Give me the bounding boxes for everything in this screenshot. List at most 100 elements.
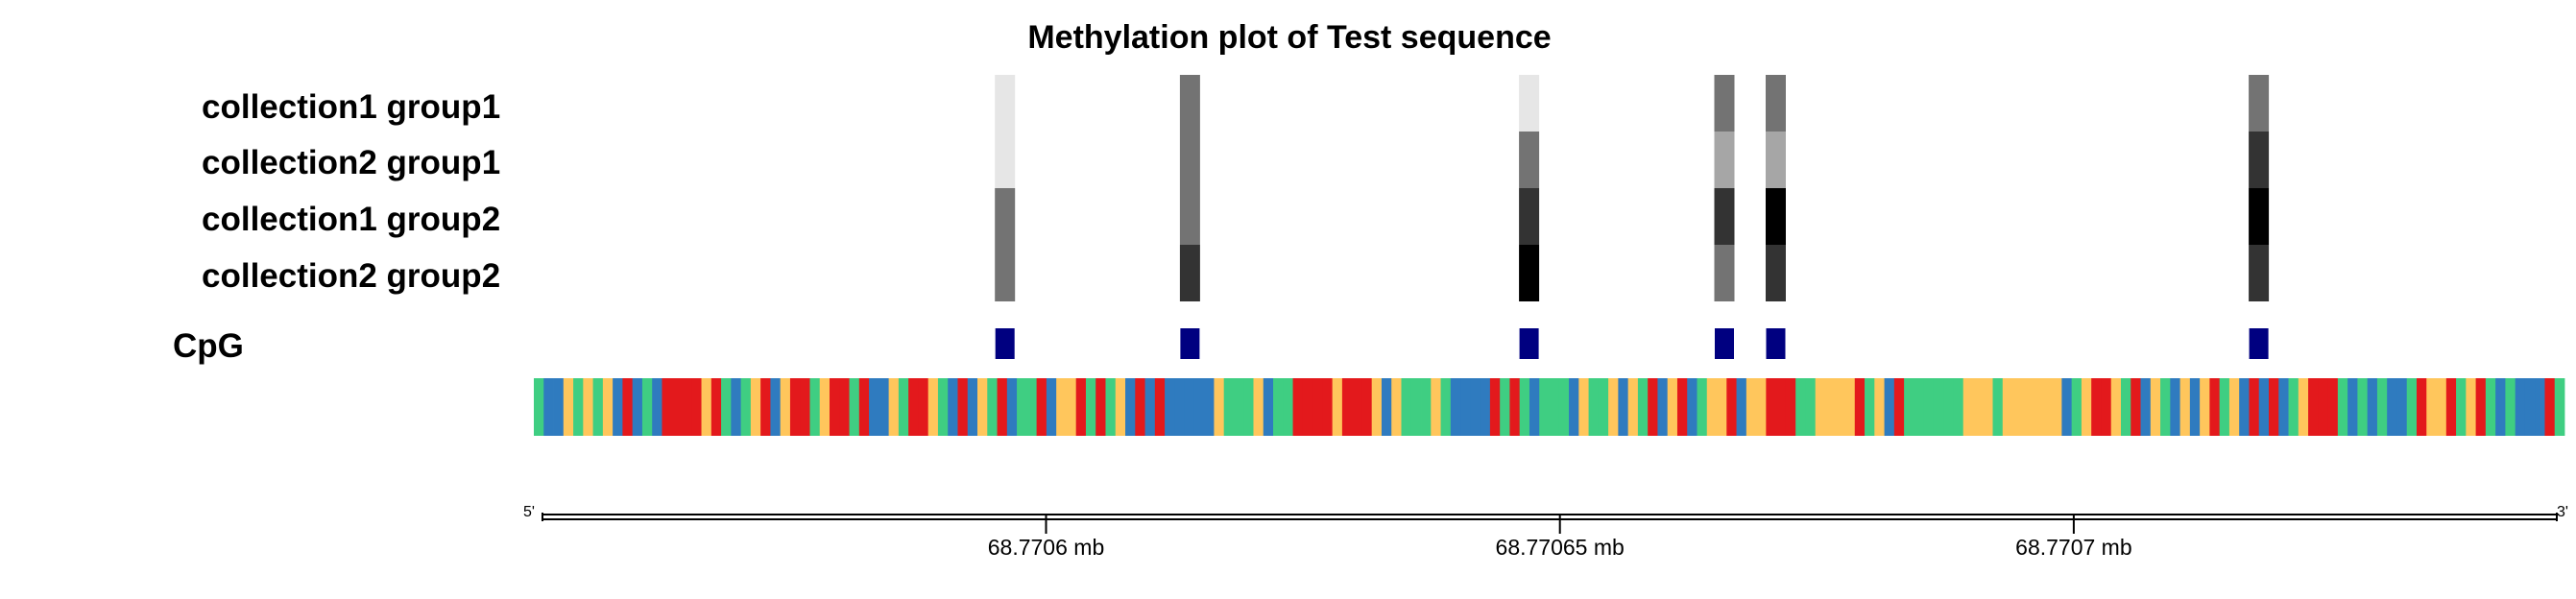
sequence-base [2278, 378, 2289, 436]
sequence-base [1144, 378, 1156, 436]
sequence-base [1539, 378, 1550, 436]
sequence-base [908, 378, 919, 436]
cpg-label: CpG [173, 327, 244, 365]
sequence-base [2524, 378, 2536, 436]
sequence-base [2337, 378, 2348, 436]
cpg-marker [1766, 328, 1786, 359]
sequence-base [2485, 378, 2496, 436]
sequence-base [2209, 378, 2221, 436]
sequence-base [879, 378, 890, 436]
sequence-base [1312, 378, 1323, 436]
sequence-base [721, 378, 732, 436]
sequence-base [2002, 378, 2013, 436]
sequence-base [1154, 378, 1166, 436]
sequence-base [2396, 378, 2408, 436]
sequence-base [1844, 378, 1856, 436]
cpg-markers [995, 328, 2269, 359]
sequence-base [573, 378, 584, 436]
sequence-base [2041, 378, 2053, 436]
sequence-base [1884, 378, 1895, 436]
sequence-base [641, 378, 653, 436]
sequence-base [750, 378, 761, 436]
sequence-base [1243, 378, 1254, 436]
sequence-base [1745, 378, 1757, 436]
sequence-base [1431, 378, 1441, 436]
sequence-base [1204, 378, 1215, 436]
sequence-base [918, 378, 929, 436]
sequence-base [2495, 378, 2506, 436]
sequence-base [2258, 378, 2270, 436]
sequence-base [1361, 378, 1373, 436]
methylation-cell [2249, 75, 2270, 132]
sequence-base [1085, 378, 1096, 436]
methylation-cell [995, 132, 1016, 188]
sequence-base [1736, 378, 1747, 436]
sequence-base [2101, 378, 2112, 436]
cpg-marker [1715, 328, 1734, 359]
sequence-base [2436, 378, 2447, 436]
sequence-base [1046, 378, 1057, 436]
sequence-base [2426, 378, 2437, 436]
row-label-4: collection2 group2 [202, 257, 500, 295]
sequence-base [563, 378, 574, 436]
sequence-base [2298, 378, 2309, 436]
methylation-cells [995, 75, 2270, 301]
methylation-cell [1179, 132, 1200, 188]
sequence-base [1549, 378, 1560, 436]
sequence-base [2554, 378, 2565, 436]
sequence-base [1193, 378, 1205, 436]
methylation-cell [1714, 245, 1735, 301]
sequence-base [2417, 378, 2427, 436]
methylation-cell [1766, 75, 1786, 132]
sequence-base [2515, 378, 2526, 436]
sequence-base [652, 378, 662, 436]
sequence-base [1933, 378, 1944, 436]
methylation-cell [1179, 188, 1200, 245]
sequence-base [809, 378, 821, 436]
cpg-marker [995, 328, 1015, 359]
sequence-base [1500, 378, 1510, 436]
sequence-base [1322, 378, 1334, 436]
sequence-base [1766, 378, 1777, 436]
sequence-base [2308, 378, 2319, 436]
sequence-base [1519, 378, 1530, 436]
sequence-base [948, 378, 958, 436]
sequence-base [1470, 378, 1481, 436]
sequence-base [1687, 378, 1697, 436]
sequence-base [1489, 378, 1501, 436]
methylation-cell [1766, 188, 1786, 245]
sequence-base [2406, 378, 2418, 436]
sequence-base [583, 378, 593, 436]
sequence-base [2032, 378, 2043, 436]
sequence-base [1637, 378, 1649, 436]
sequence-base [1184, 378, 1195, 436]
sequence-base [2189, 378, 2201, 436]
sequence-base [1105, 378, 1117, 436]
sequence-base [1815, 378, 1826, 436]
sequence-base [2200, 378, 2210, 436]
sequence-base [1785, 378, 1796, 436]
sequence-base [534, 378, 544, 436]
sequence-base [1717, 378, 1727, 436]
sequence-base [740, 378, 752, 436]
row-label-1: collection1 group1 [202, 88, 500, 126]
sequence-base [2110, 378, 2122, 436]
cpg-marker [1519, 328, 1539, 359]
sequence-base [1569, 378, 1579, 436]
sequence-base [1283, 378, 1293, 436]
sequence-base [1371, 378, 1383, 436]
sequence-base [1824, 378, 1836, 436]
sequence-base [830, 378, 840, 436]
sequence-base [2376, 378, 2388, 436]
sequence-base [1381, 378, 1392, 436]
sequence-base [2071, 378, 2082, 436]
sequence-base [1835, 378, 1845, 436]
sequence-base [2120, 378, 2131, 436]
sequence-base [543, 378, 554, 436]
sequence-base [1578, 378, 1589, 436]
methylation-cell [995, 75, 1016, 132]
methylation-cell [1714, 132, 1735, 188]
sequence-base [701, 378, 712, 436]
sequence-base [2288, 378, 2299, 436]
sequence-base [1391, 378, 1402, 436]
